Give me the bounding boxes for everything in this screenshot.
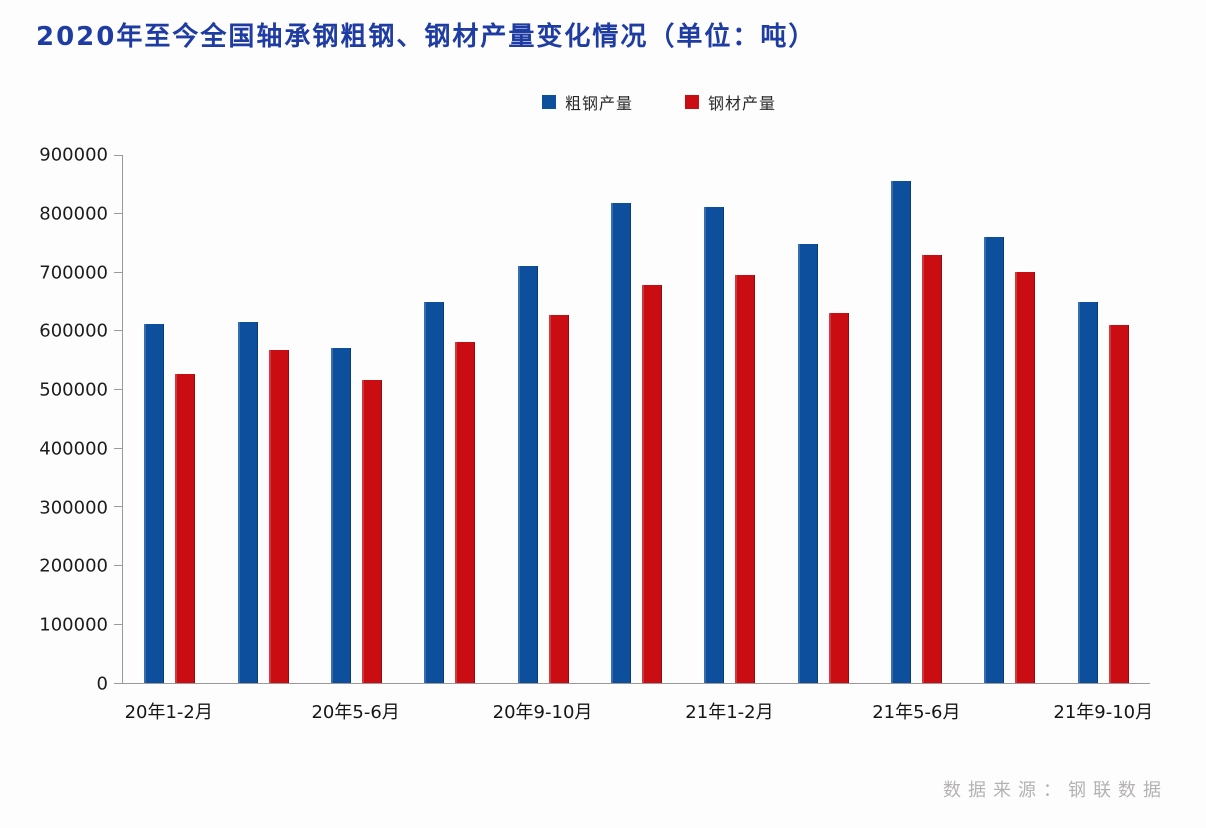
x-tick-label: 20年1-2月 bbox=[124, 702, 213, 723]
x-tick-label: 21年1-2月 bbox=[685, 702, 774, 723]
crude-steel-swatch-icon bbox=[541, 95, 556, 109]
chart-bar-steel-products bbox=[175, 374, 196, 683]
chart-bar-steel-products bbox=[455, 341, 476, 683]
chart-bar-steel-products bbox=[1108, 324, 1129, 683]
y-tick-mark bbox=[114, 506, 123, 508]
y-tick-mark bbox=[114, 447, 123, 449]
chart-bar-crude-steel bbox=[517, 265, 538, 683]
legend-label-crude-steel: 粗钢产量 bbox=[564, 94, 633, 113]
y-tick-label: 300000 bbox=[39, 497, 108, 519]
bar-groups bbox=[123, 155, 1150, 683]
y-tick-label: 600000 bbox=[39, 320, 108, 342]
bar-group bbox=[403, 155, 496, 683]
chart-title: 2020年至今全国轴承钢粗钢、钢材产量变化情况（单位：吨） bbox=[36, 22, 817, 52]
chart-bar-steel-products bbox=[641, 285, 662, 683]
y-tick-label: 700000 bbox=[39, 262, 108, 284]
y-tick-mark bbox=[114, 330, 123, 332]
y-tick-mark bbox=[114, 154, 123, 156]
bar-group bbox=[963, 155, 1056, 683]
chart-bar-steel-products bbox=[548, 315, 569, 683]
chart-bar-steel-products bbox=[828, 313, 849, 683]
bar-group bbox=[870, 155, 963, 683]
chart-bar-steel-products bbox=[361, 380, 382, 683]
bar-group bbox=[310, 155, 403, 683]
chart-bar-crude-steel bbox=[797, 244, 818, 683]
y-tick-label: 900000 bbox=[39, 144, 108, 166]
y-tick-mark bbox=[114, 389, 123, 391]
chart-bar-steel-products bbox=[735, 275, 756, 683]
y-tick-label: 0 bbox=[96, 673, 108, 695]
chart-bar-crude-steel bbox=[237, 321, 258, 683]
x-tick-label: 21年5-6月 bbox=[872, 702, 961, 723]
bar-group bbox=[777, 155, 870, 683]
chart-bar-crude-steel bbox=[424, 301, 445, 683]
chart-bar-crude-steel bbox=[144, 323, 165, 683]
y-tick-label: 400000 bbox=[39, 438, 108, 460]
chart-bar-steel-products bbox=[268, 350, 289, 683]
x-tick-label: 21年9-10月 bbox=[1053, 702, 1154, 723]
chart-bar-crude-steel bbox=[1077, 301, 1098, 683]
legend-label-steel-products: 钢材产量 bbox=[708, 94, 777, 113]
plot-area bbox=[114, 154, 1150, 684]
y-tick-label: 500000 bbox=[39, 379, 108, 401]
chart-bar-steel-products bbox=[922, 254, 943, 683]
bar-group bbox=[683, 155, 776, 683]
chart-bar-crude-steel bbox=[610, 203, 631, 683]
bar-group bbox=[590, 155, 683, 683]
steel-products-swatch-icon bbox=[685, 95, 699, 109]
chart-legend: 粗钢产量 钢材产量 bbox=[541, 90, 776, 114]
bar-group bbox=[496, 155, 589, 683]
bar-group bbox=[123, 155, 216, 683]
bar-group bbox=[216, 155, 309, 683]
x-axis-labels: 20年1-2月 20年5-6月 20年9-10月 21年1-2月 21年5-6月 21年9… bbox=[122, 698, 1154, 728]
y-tick-mark bbox=[114, 565, 123, 567]
x-tick-label: 20年5-6月 bbox=[311, 702, 400, 723]
y-tick-mark bbox=[114, 271, 123, 273]
chart-bar-crude-steel bbox=[704, 206, 725, 683]
chart-bar-crude-steel bbox=[330, 348, 351, 683]
chart-bar-crude-steel bbox=[891, 180, 912, 683]
y-tick-label: 100000 bbox=[39, 614, 108, 636]
x-tick-label: 20年9-10月 bbox=[492, 702, 593, 723]
chart-bar-steel-products bbox=[1015, 272, 1036, 683]
legend-item-crude-steel: 粗钢产量 bbox=[541, 90, 633, 114]
y-tick-label: 200000 bbox=[39, 555, 108, 577]
y-tick-mark bbox=[114, 213, 123, 215]
chart-bar-crude-steel bbox=[984, 236, 1005, 683]
y-tick-label: 800000 bbox=[39, 203, 108, 225]
legend-item-steel-products: 钢材产量 bbox=[685, 90, 776, 114]
y-axis-labels: 0 100000 200000 300000 400000 500000 600000 700… bbox=[0, 145, 108, 695]
y-tick-mark bbox=[114, 682, 123, 684]
y-tick-mark bbox=[114, 623, 123, 625]
data-source-note: 数据来源：钢联数据 bbox=[943, 780, 1168, 801]
bar-group bbox=[1057, 155, 1150, 683]
